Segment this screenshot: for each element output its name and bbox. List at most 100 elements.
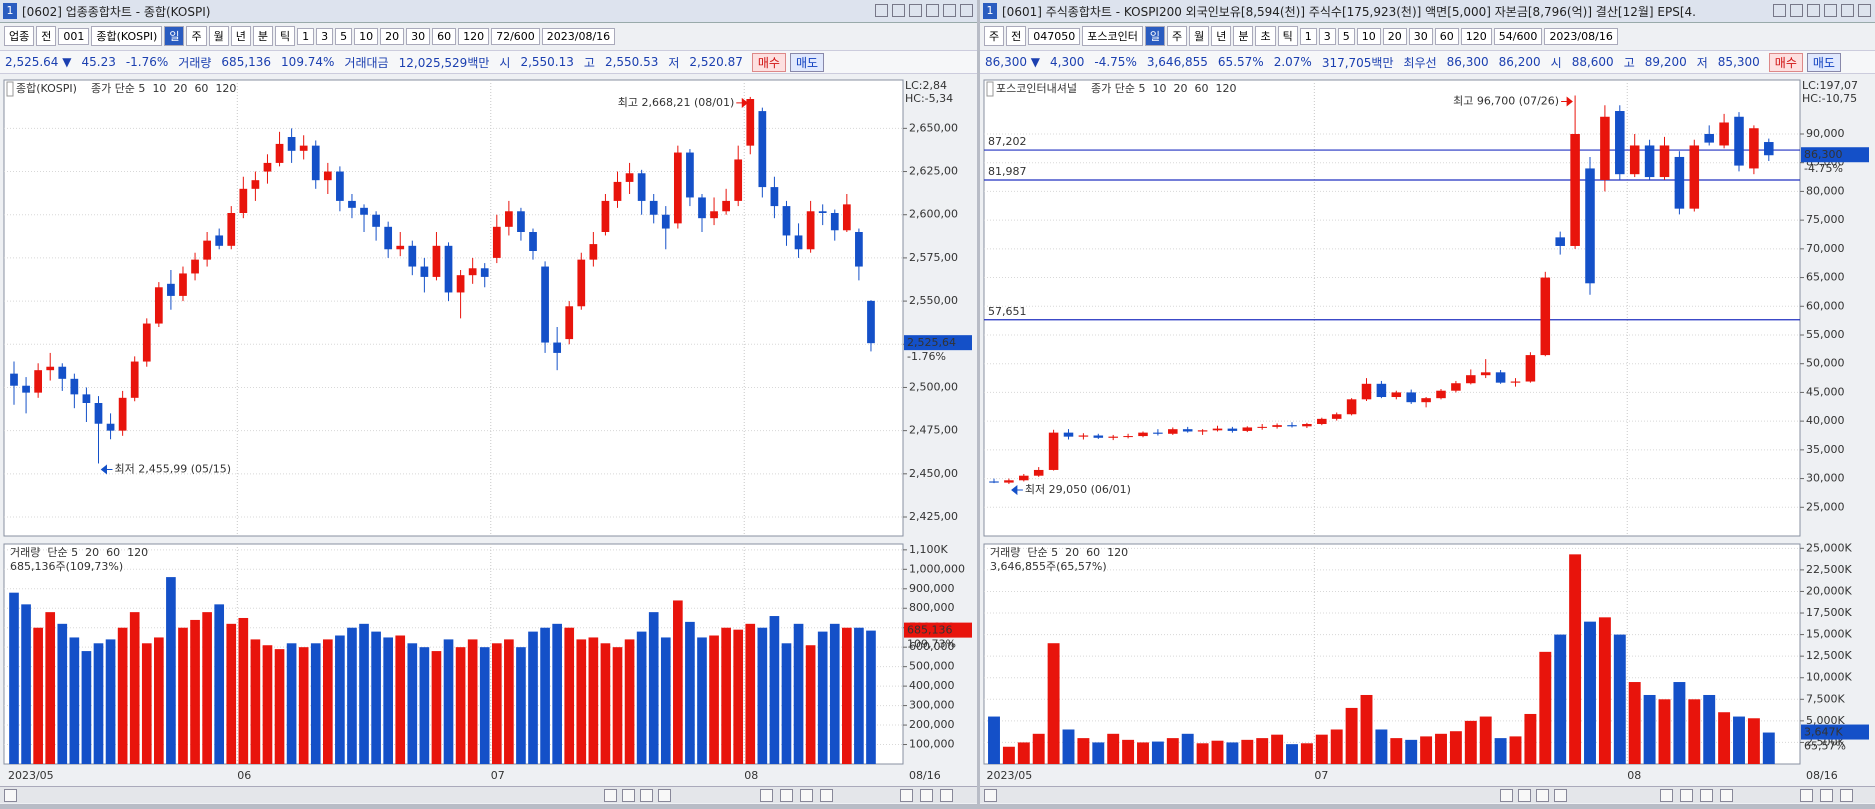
candle-body — [348, 200, 356, 208]
candle-body — [1376, 383, 1387, 398]
toolbar-item[interactable]: 2023/08/16 — [541, 27, 616, 45]
candle-body — [154, 287, 163, 324]
info-item[interactable]: 매수 — [751, 52, 786, 72]
window-icons[interactable] — [1769, 4, 1871, 17]
volume-bar — [455, 647, 466, 764]
volume-note: 3,646,855주(65,57%) — [990, 560, 1107, 573]
info-item[interactable]: 매도 — [789, 52, 825, 72]
toolbar-item[interactable]: 1 — [297, 27, 315, 45]
scrollbar[interactable] — [0, 786, 977, 803]
toolbar-item[interactable]: 120 — [1460, 27, 1492, 45]
info-item[interactable]: 매도 — [1806, 52, 1841, 72]
volume-bar — [347, 627, 357, 764]
legend-item: 120 — [1215, 82, 1236, 95]
info-item[interactable]: 매수 — [1768, 52, 1803, 72]
toolbar-item[interactable]: 047050 — [1028, 27, 1081, 45]
volume-bar — [612, 647, 623, 764]
toolbar-item[interactable]: 60 — [432, 27, 457, 45]
toolbar-item[interactable]: 주 — [984, 26, 1005, 46]
volume-bar — [154, 637, 164, 764]
toolbar-item[interactable]: 30 — [406, 27, 431, 45]
y-tick-label: 60,000 — [1806, 299, 1845, 312]
toolbar-item[interactable]: 3 — [316, 27, 334, 45]
y-tick-label: 400,000 — [909, 679, 955, 692]
candle-body — [1764, 142, 1774, 156]
toolbar-item[interactable]: 전 — [36, 26, 57, 46]
toolbar-item[interactable]: 3 — [1318, 27, 1336, 45]
toolbar-item[interactable]: 20 — [380, 27, 405, 45]
toolbar-item[interactable]: 72/600 — [491, 27, 540, 45]
candle-body — [1436, 390, 1446, 399]
toolbar-item[interactable]: 001 — [58, 27, 90, 45]
volume-bar — [1062, 729, 1075, 764]
price-badge — [904, 335, 972, 351]
info-item: 2,520.87 — [689, 55, 743, 69]
volume-bar — [1315, 734, 1328, 764]
toolbar-item[interactable]: 주 — [1166, 26, 1188, 46]
info-item: 85,300 — [1717, 55, 1760, 69]
annotation-arrow — [736, 97, 749, 108]
toolbar-item[interactable]: 월 — [1189, 26, 1210, 46]
toolbar-item[interactable]: 30 — [1408, 27, 1433, 45]
volume-bar — [1300, 743, 1313, 764]
candle-body — [637, 173, 646, 201]
candle-body — [1540, 277, 1551, 356]
price-panel — [983, 79, 1801, 537]
info-item: 89,200 — [1644, 55, 1687, 69]
toolbar-item[interactable]: 2023/08/16 — [1544, 27, 1618, 45]
toolbar-item[interactable]: 년 — [1211, 26, 1232, 46]
legend-item: 10 — [1152, 82, 1166, 95]
candle-body — [855, 232, 863, 267]
volume-bar — [491, 643, 502, 764]
toolbar-item[interactable]: 120 — [458, 27, 490, 45]
y-tick-label: 75,000 — [1806, 213, 1845, 226]
toolbar-item[interactable]: 업종 — [4, 26, 35, 46]
toolbar-item[interactable]: 54/600 — [1493, 27, 1543, 45]
toolbar-item[interactable]: 년 — [230, 26, 251, 46]
toolbar-item[interactable]: 포스코인터 — [1082, 26, 1143, 46]
volume-bar — [1092, 742, 1105, 764]
volume-bar — [1598, 617, 1611, 764]
candle-body — [1168, 429, 1178, 434]
toolbar-item[interactable]: 5 — [1337, 27, 1355, 45]
toolbar-item[interactable]: 분 — [252, 26, 273, 46]
low-annotation: 최저 2,455,99 (05/15) — [114, 462, 231, 475]
toolbar-item[interactable]: 20 — [1382, 27, 1407, 45]
toolbar-item[interactable]: 10 — [354, 27, 379, 45]
toolbar-item[interactable]: 초 — [1255, 26, 1276, 46]
volume-bar — [588, 637, 599, 764]
volume-legend-item: 60 — [106, 546, 120, 559]
scrollbar[interactable] — [980, 786, 1875, 803]
toolbar-item[interactable]: 월 — [208, 26, 229, 46]
info-item: 시 — [499, 55, 511, 70]
toolbar-item[interactable]: 종합(KOSPI) — [91, 26, 163, 46]
y-tick-label: 20,000K — [1806, 584, 1852, 597]
toolbar-item[interactable]: 틱 — [1277, 26, 1298, 46]
volume-bar — [1658, 699, 1671, 764]
y-tick-label: 65,000 — [1806, 271, 1845, 284]
toolbar-item[interactable]: 전 — [1006, 26, 1027, 46]
y-tick-label: 90,000 — [1806, 127, 1845, 140]
x-tick-label: 06 — [237, 769, 251, 782]
candle-body — [1749, 128, 1759, 169]
y-tick-label: 2,575,00 — [909, 251, 958, 264]
volume-bar — [479, 647, 490, 764]
toolbar-item[interactable]: 분 — [1233, 26, 1254, 46]
candle-body — [106, 423, 115, 431]
toolbar-item[interactable]: 주 — [186, 26, 207, 46]
candle-body — [613, 181, 622, 201]
toolbar-item[interactable]: 10 — [1356, 27, 1381, 45]
candle-body — [1466, 375, 1476, 384]
toolbar-item[interactable]: 틱 — [274, 26, 296, 46]
toolbar-item[interactable]: 1 — [1299, 27, 1317, 45]
volume-bar — [93, 643, 104, 764]
candle-body — [1287, 425, 1297, 427]
toolbar-item[interactable]: 5 — [335, 27, 353, 45]
high-annotation: 최고 96,700 (07/26) — [1453, 95, 1559, 108]
toolbar-item[interactable]: 일 — [1144, 26, 1165, 46]
toolbar-item[interactable]: 60 — [1434, 27, 1459, 45]
volume-bar — [45, 612, 56, 764]
toolbar-item[interactable]: 일 — [164, 26, 185, 46]
window-icons[interactable] — [871, 4, 973, 17]
candle-body — [22, 385, 30, 393]
